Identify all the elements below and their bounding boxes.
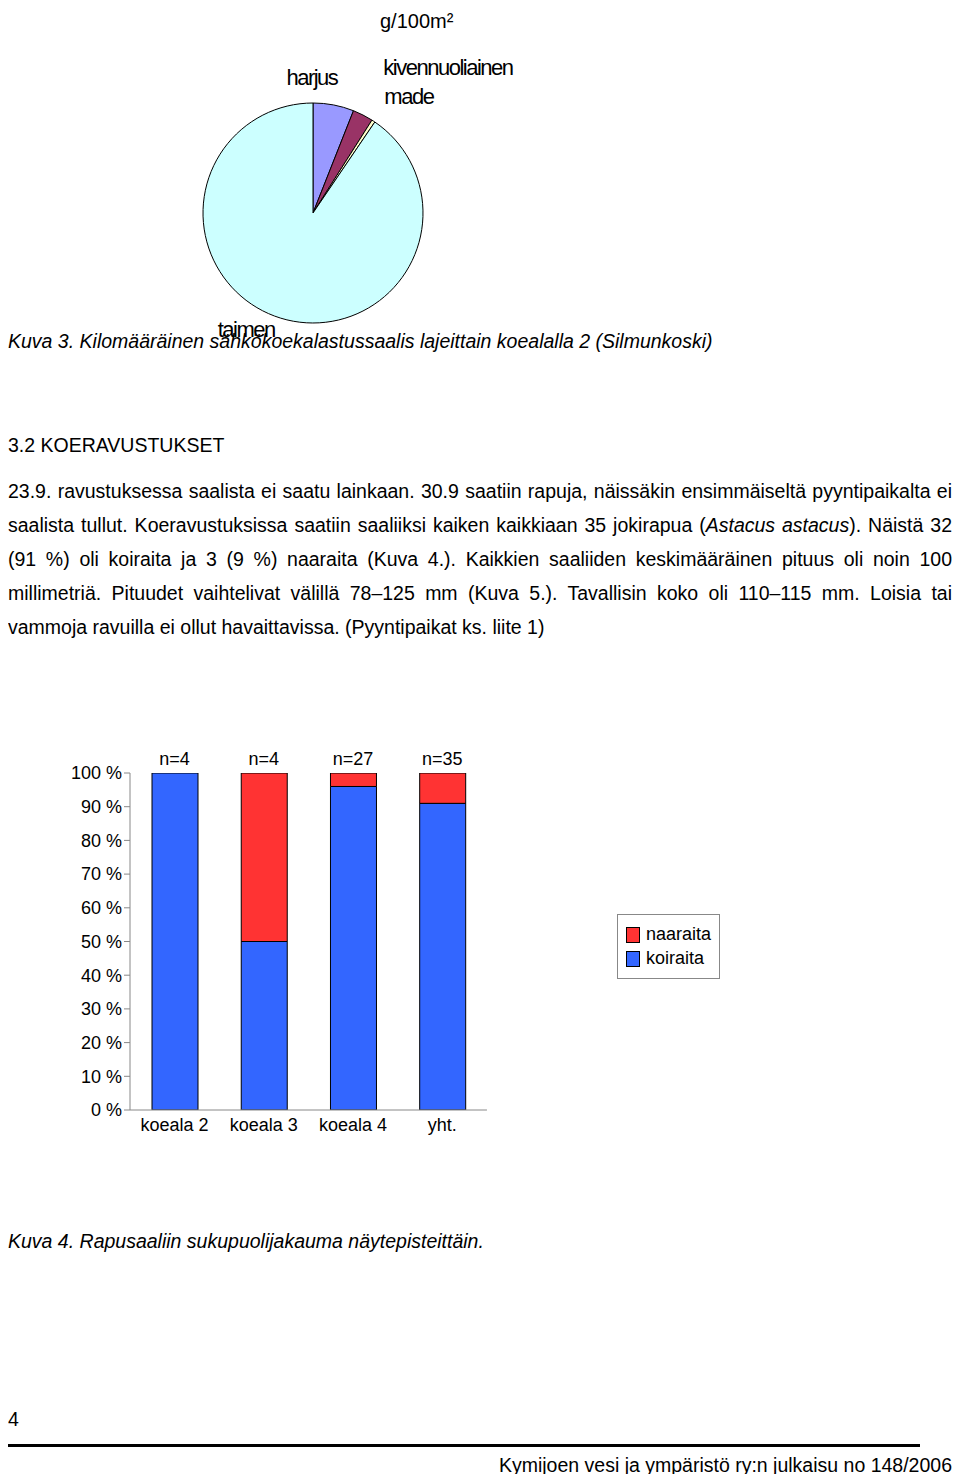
svg-text:yht.: yht.: [428, 1115, 457, 1135]
svg-text:30 %: 30 %: [81, 999, 122, 1019]
svg-text:n=4: n=4: [249, 749, 280, 769]
svg-text:60 %: 60 %: [81, 898, 122, 918]
svg-text:harjus: harjus: [286, 65, 338, 90]
svg-text:n=35: n=35: [422, 749, 463, 769]
svg-text:80 %: 80 %: [81, 831, 122, 851]
svg-text:0 %: 0 %: [91, 1100, 122, 1120]
svg-text:50 %: 50 %: [81, 932, 122, 952]
svg-text:kivennuoliainen: kivennuoliainen: [383, 55, 512, 80]
svg-text:n=27: n=27: [333, 749, 374, 769]
svg-text:100 %: 100 %: [71, 763, 122, 783]
svg-text:koeala 3: koeala 3: [230, 1115, 298, 1135]
svg-text:koeala 4: koeala 4: [319, 1115, 387, 1135]
svg-text:40 %: 40 %: [81, 966, 122, 986]
svg-text:20 %: 20 %: [81, 1033, 122, 1053]
svg-text:koeala 2: koeala 2: [141, 1115, 209, 1135]
svg-text:70 %: 70 %: [81, 864, 122, 884]
svg-text:made: made: [384, 84, 434, 109]
svg-text:10 %: 10 %: [81, 1067, 122, 1087]
svg-text:n=4: n=4: [159, 749, 190, 769]
svg-text:90 %: 90 %: [81, 797, 122, 817]
